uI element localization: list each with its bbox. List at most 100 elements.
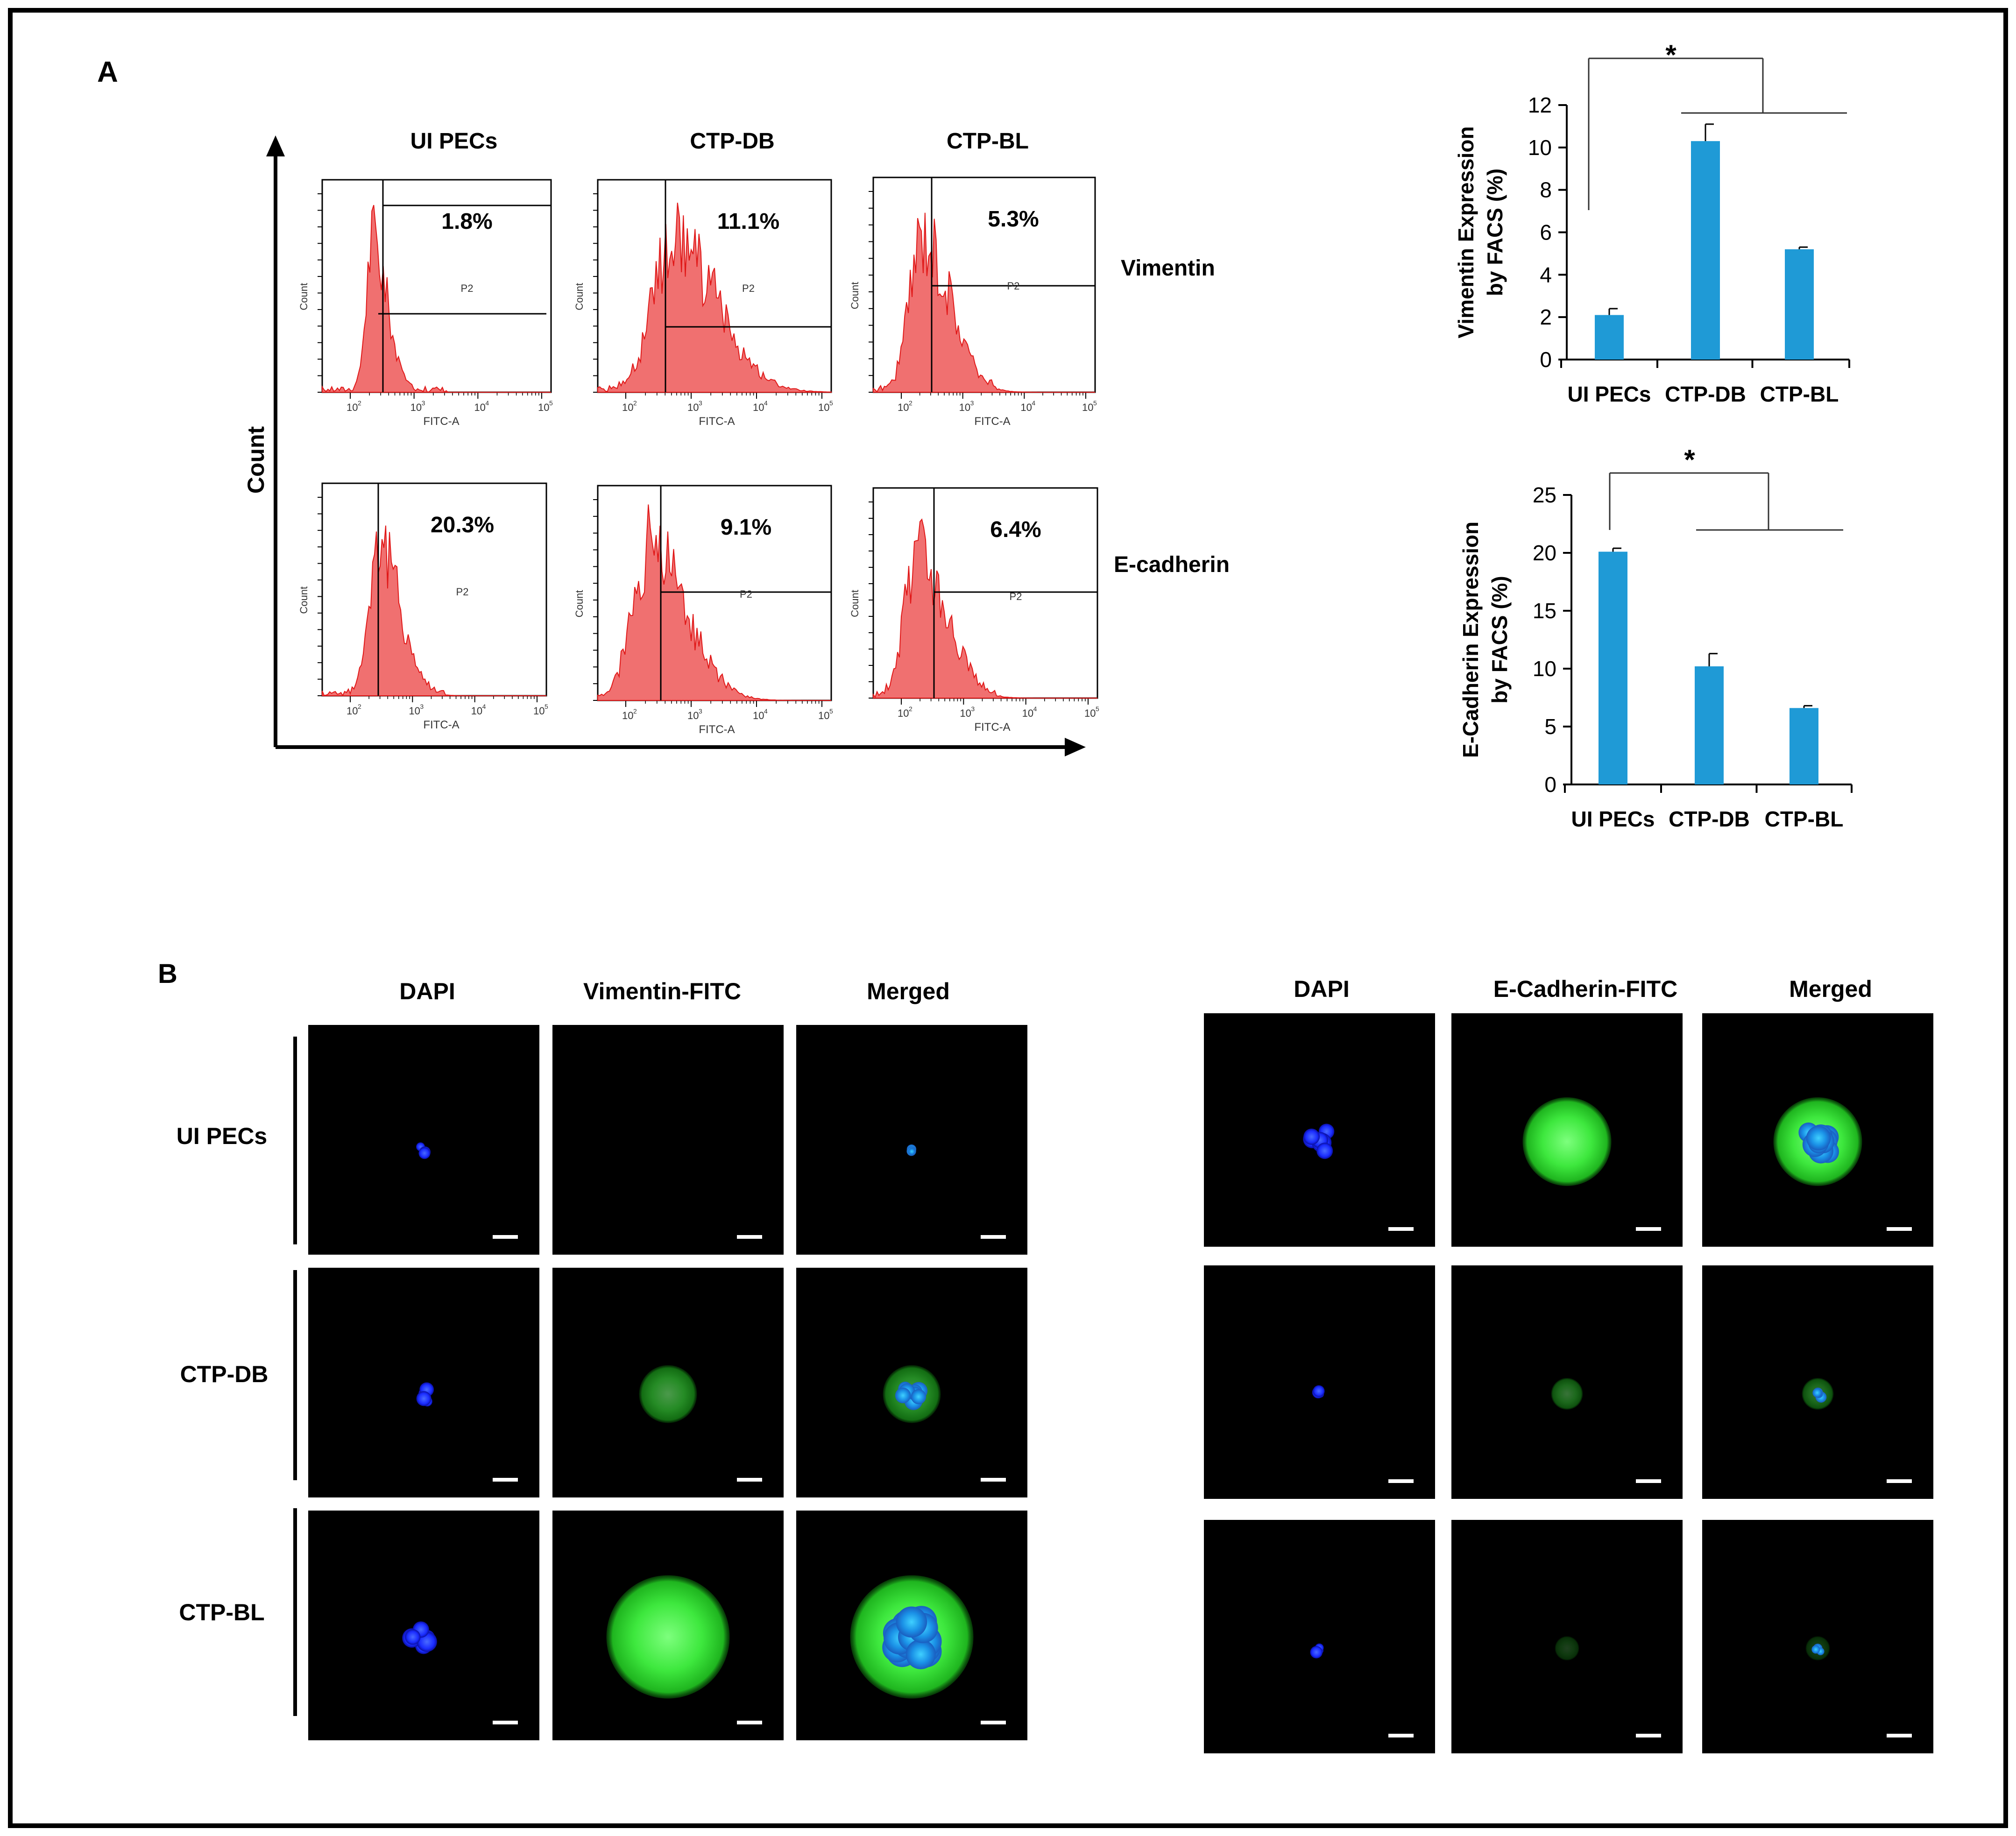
y-tick-label: 20 — [1533, 541, 1556, 565]
decade-exponent: 3 — [422, 399, 425, 407]
fitc-cell-signal — [606, 1575, 730, 1699]
fitc-cell-signal — [1555, 1636, 1579, 1660]
decade-label: 10 — [898, 707, 909, 719]
micro-row-ui-pecs: UI PECs — [177, 1123, 268, 1149]
decade-label: 10 — [818, 402, 829, 413]
micrograph-left-r0-c1 — [552, 1025, 784, 1255]
decade-label: 10 — [818, 710, 829, 721]
scale-bar — [1636, 1227, 1661, 1231]
count-axis-mini-label: Count — [298, 586, 310, 614]
hist-row-label-vimentin: Vimentin — [1121, 256, 1215, 281]
micrograph-background — [308, 1025, 539, 1255]
micrograph-background — [1204, 1265, 1435, 1499]
bar-ctp-bl — [1785, 249, 1814, 360]
micro-left-col-merged: Merged — [867, 978, 950, 1004]
decade-label: 10 — [753, 710, 764, 721]
fitc-axis-label: FITC-A — [423, 719, 459, 731]
decade-label: 10 — [474, 402, 485, 413]
scale-bar — [981, 1721, 1006, 1724]
micrograph-left-r2-c2 — [796, 1511, 1027, 1740]
decade-exponent: 3 — [970, 399, 974, 407]
micro-right-col-dapi: DAPI — [1294, 976, 1349, 1002]
category-label: CTP-DB — [1665, 382, 1746, 406]
y-tick-label: 12 — [1528, 93, 1552, 117]
bar-ui-pecs — [1599, 551, 1627, 784]
decade-exponent: 4 — [764, 399, 768, 407]
fitc-axis-label: FITC-A — [699, 415, 735, 428]
count-axis-mini-label: Count — [573, 590, 585, 618]
scale-bar — [1636, 1734, 1661, 1737]
scale-bar — [493, 1235, 518, 1239]
y-axis-label: by FACS (%) — [1483, 169, 1507, 296]
scale-bar — [1388, 1227, 1414, 1231]
decade-exponent: 3 — [699, 399, 702, 407]
gate-label: P2 — [742, 282, 755, 294]
scale-bar — [737, 1478, 762, 1482]
micrograph-background — [552, 1025, 784, 1255]
decade-exponent: 4 — [482, 703, 486, 710]
histogram-trace — [597, 203, 832, 393]
decade-label: 10 — [687, 402, 699, 413]
decade-label: 10 — [1022, 707, 1033, 719]
gate-label: P2 — [461, 282, 474, 294]
percent-label: 5.3% — [988, 207, 1039, 232]
dapi-nucleus — [908, 1148, 915, 1155]
percent-label: 20.3% — [431, 513, 494, 537]
decade-label: 10 — [1020, 402, 1032, 413]
hist-col-title-ctp-bl: CTP-BL — [947, 129, 1029, 154]
micrograph-left-r1-c2 — [796, 1268, 1027, 1497]
micro-left-col-vimentin-fitc: Vimentin-FITC — [583, 978, 741, 1004]
histogram-frame — [321, 179, 552, 393]
micrograph-right-r2-c1 — [1451, 1520, 1683, 1753]
decade-label: 10 — [538, 402, 549, 413]
count-axis-mini-label: Count — [573, 283, 585, 311]
significance-star: * — [1665, 39, 1676, 71]
micrograph-right-r1-c2 — [1702, 1265, 1933, 1499]
y-tick-label: 0 — [1540, 347, 1552, 372]
category-label: UI PECs — [1571, 807, 1655, 831]
micrograph-left-r1-c1 — [552, 1268, 784, 1497]
decade-exponent: 4 — [1032, 399, 1035, 407]
decade-label: 10 — [753, 402, 764, 413]
micrograph-right-r0-c1 — [1451, 1013, 1683, 1247]
histogram-frame — [321, 482, 547, 697]
decade-label: 10 — [622, 402, 633, 413]
micrograph-left-r0-c2 — [796, 1025, 1027, 1255]
micro-row-ctp-db: CTP-DB — [180, 1361, 269, 1387]
decade-exponent: 5 — [1096, 705, 1099, 713]
gate-label: P2 — [1007, 280, 1020, 292]
gate-label: P2 — [456, 586, 469, 598]
y-tick-label: 5 — [1544, 714, 1556, 739]
scale-bar — [1887, 1734, 1912, 1737]
vimentin-bar-chart: 0 2 4 6 8 10 12 Vimentin Expression by FACS (%) U… — [1454, 39, 1850, 406]
histogram-trace — [322, 205, 551, 393]
decade-exponent: 3 — [420, 703, 424, 710]
y-tick-label: 15 — [1533, 599, 1556, 623]
decade-exponent: 2 — [909, 399, 913, 407]
y-axis-label: by FACS (%) — [1487, 576, 1512, 703]
count-axis-mini-label: Count — [298, 283, 310, 311]
gate-label: P2 — [1010, 591, 1022, 602]
micrograph-left-r2-c0 — [308, 1511, 539, 1740]
decade-exponent: 5 — [549, 399, 553, 407]
count-axis-mini-label: Count — [849, 590, 861, 617]
decade-exponent: 3 — [699, 707, 702, 715]
micrograph-left-r2-c1 — [552, 1511, 784, 1740]
hist-row-label-e-cadherin: E-cadherin — [1114, 552, 1230, 577]
y-tick-label: 8 — [1540, 178, 1552, 202]
scale-bar — [1887, 1479, 1912, 1483]
micrograph-right-r2-c2 — [1702, 1520, 1933, 1753]
micrograph-right-r1-c0 — [1204, 1265, 1435, 1499]
dapi-nucleus — [1806, 1126, 1831, 1151]
histogram-trace — [597, 504, 831, 701]
fitc-axis-label: FITC-A — [699, 723, 735, 736]
category-label: CTP-BL — [1765, 807, 1844, 831]
dapi-nucleus — [905, 1639, 936, 1669]
fitc-cell-signal — [1522, 1097, 1612, 1186]
dapi-nucleus — [1313, 1385, 1325, 1397]
percent-label: 11.1% — [717, 209, 779, 234]
decade-label: 10 — [622, 710, 633, 721]
hist-col-title-ui-pecs: UI PECs — [410, 129, 498, 154]
